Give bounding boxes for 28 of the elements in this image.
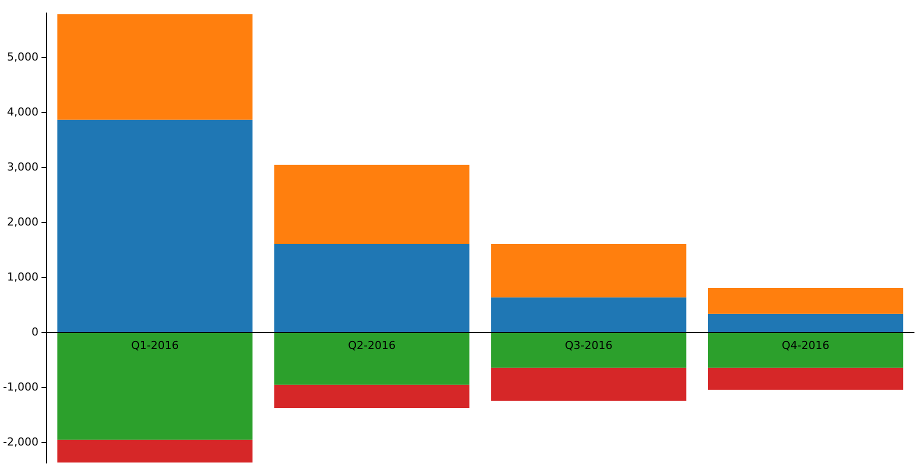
y-tick-label: -2,000 xyxy=(2,436,38,449)
bar xyxy=(57,440,252,462)
y-tick-label: 5,000 xyxy=(6,50,38,64)
bar xyxy=(491,332,686,368)
bar xyxy=(274,384,470,408)
bar xyxy=(274,244,470,332)
bar xyxy=(491,244,686,298)
y-tick-label: 3,000 xyxy=(6,160,38,174)
y-tick-label: 1,000 xyxy=(6,270,38,284)
bar xyxy=(57,332,252,440)
bar xyxy=(491,297,686,332)
x-tick-label: Q3-2016 xyxy=(564,339,612,352)
y-tick-label: 0 xyxy=(31,326,38,339)
bar xyxy=(491,368,686,401)
x-tick-label: Q1-2016 xyxy=(131,339,179,352)
bar xyxy=(708,332,904,368)
y-tick-label: -1,000 xyxy=(2,380,38,394)
bar xyxy=(708,314,904,332)
y-tick-label: 2,000 xyxy=(6,216,38,229)
bar xyxy=(708,288,904,314)
bar xyxy=(708,368,904,390)
y-tick-label: 4,000 xyxy=(6,106,38,119)
x-tick-label: Q4-2016 xyxy=(782,339,830,352)
bar xyxy=(57,14,252,120)
x-tick-label: Q2-2016 xyxy=(348,339,396,352)
bar xyxy=(274,164,470,244)
bar xyxy=(57,120,252,332)
bar xyxy=(274,332,470,385)
